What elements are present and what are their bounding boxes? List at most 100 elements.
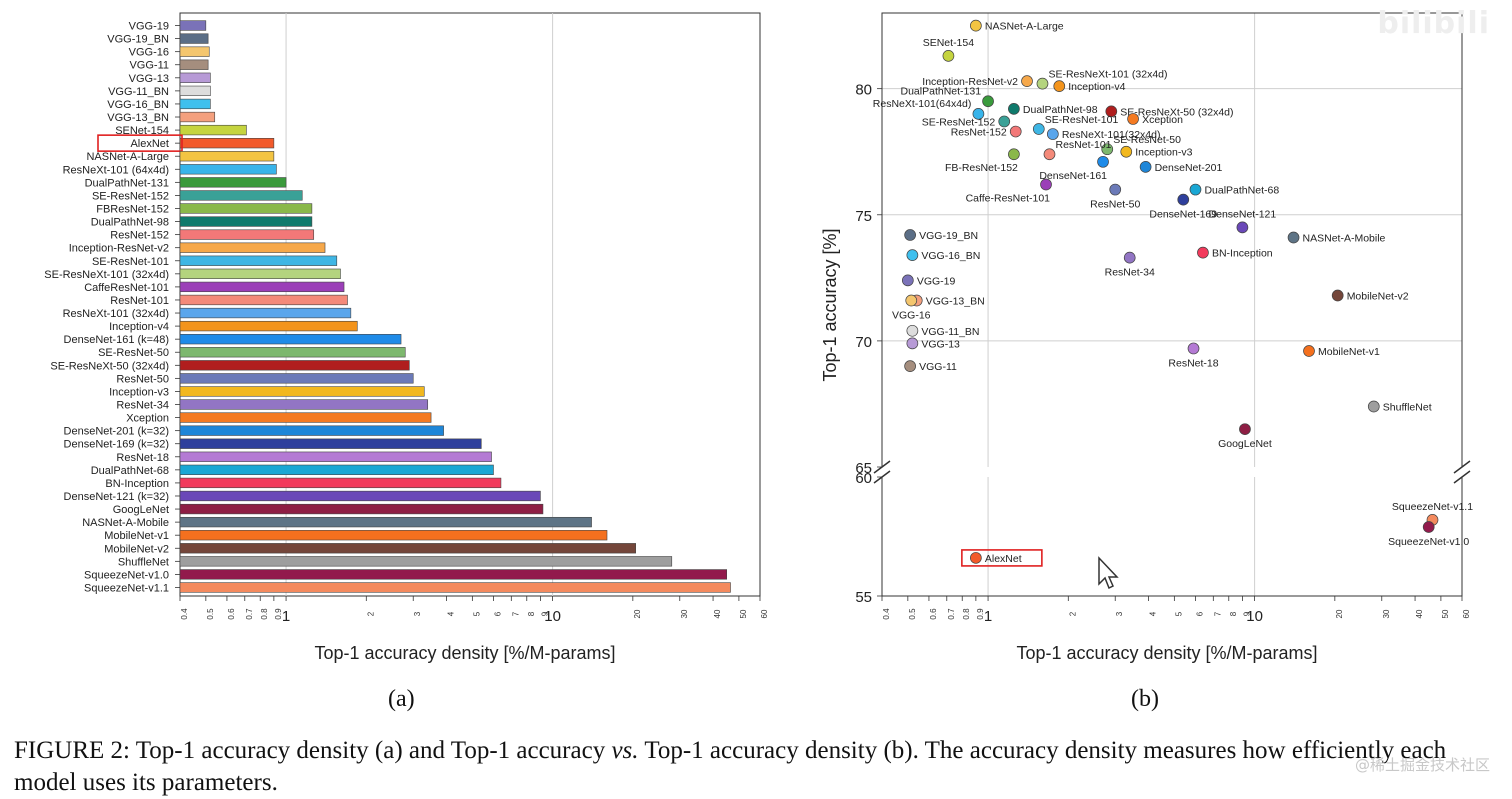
bar-nasnet-a-large bbox=[179, 151, 275, 162]
bar-dualpathnet-68 bbox=[179, 464, 494, 475]
point-se-resnet-152 bbox=[998, 115, 1011, 128]
bar-label-resnet-34: ResNet-34 bbox=[116, 400, 169, 412]
bar-nasnet-a-mobile bbox=[179, 516, 592, 528]
point-xception bbox=[1127, 113, 1139, 125]
chart-a-xtick-label: 30 bbox=[680, 609, 689, 618]
bar-shufflenet bbox=[179, 556, 673, 567]
bar-senet-154 bbox=[179, 124, 247, 136]
bar-label-vgg-11: VGG-11 bbox=[129, 60, 169, 72]
bar-label-densenet-201-k-32: DenseNet-201 (k=32) bbox=[64, 426, 169, 438]
highlight-box-b bbox=[961, 549, 1043, 567]
bar-vgg-13-bn bbox=[179, 111, 216, 123]
chart-b-lower-frame bbox=[881, 477, 1463, 597]
point-label-dualpathnet-68: DualPathNet-68 bbox=[1204, 185, 1279, 197]
bar-label-resnet-152: ResNet-152 bbox=[110, 230, 169, 242]
bar-cafferesnet-101 bbox=[179, 281, 345, 293]
chart-b-xtick-label: 9 bbox=[1242, 611, 1251, 616]
chart-b-xtick-label: 20 bbox=[1335, 609, 1344, 618]
bar-label-vgg-19-bn: VGG-19_BN bbox=[107, 34, 169, 46]
point-label-se-resnet-152: SE-ResNet-152 bbox=[922, 116, 996, 128]
bar-label-inception-resnet-v2: Inception-ResNet-v2 bbox=[69, 243, 169, 255]
chart-b-xtick-label: 10 bbox=[1246, 608, 1263, 625]
point-googlenet bbox=[1239, 423, 1251, 436]
point-label-fb-resnet-152: FB-ResNet-152 bbox=[945, 162, 1018, 174]
point-label-resnext-101-64x4d: ResNeXt-101(64x4d) bbox=[873, 98, 972, 110]
chart-a-xtick-label: 9 bbox=[540, 611, 549, 616]
point-label-xception: Xception bbox=[1142, 114, 1183, 126]
chart-b-xtick-label: 0.8 bbox=[962, 608, 971, 620]
bar-label-mobilenet-v1: MobileNet-v1 bbox=[104, 530, 169, 542]
point-label-resnet-18: ResNet-18 bbox=[1168, 357, 1218, 369]
point-resnext-101-64x4d bbox=[972, 108, 985, 120]
chart-a-xtick-label: 4 bbox=[447, 611, 456, 616]
bar-densenet-161-k-48 bbox=[179, 334, 402, 345]
bar-label-vgg-16: VGG-16 bbox=[129, 47, 169, 59]
bar-label-inception-v3: Inception-v3 bbox=[109, 386, 169, 398]
point-label-vgg-19: VGG-19 bbox=[917, 275, 956, 287]
point-label-densenet-201: DenseNet-201 bbox=[1155, 162, 1223, 174]
point-inception-resnet-v2 bbox=[1021, 75, 1033, 87]
bar-dualpathnet-131 bbox=[179, 177, 287, 188]
figure-caption: FIGURE 2: Top-1 accuracy density (a) and… bbox=[14, 735, 1509, 799]
bar-vgg-11 bbox=[179, 59, 209, 70]
bar-inception-v4 bbox=[179, 320, 358, 332]
point-label-inception-v4: Inception-v4 bbox=[1068, 81, 1125, 93]
bar-squeezenet-v1-1 bbox=[179, 582, 731, 593]
chart-a-xtick-label: 0.6 bbox=[227, 608, 236, 620]
bar-vgg-19 bbox=[179, 20, 207, 31]
bar-mobilenet-v1 bbox=[179, 530, 608, 541]
point-label-mobilenet-v2: MobileNet-v2 bbox=[1347, 290, 1409, 302]
point-label-vgg-11: VGG-11 bbox=[919, 361, 957, 373]
bar-label-vgg-11-bn: VGG-11_BN bbox=[108, 86, 169, 98]
chart-b-xtick-label: 0.6 bbox=[929, 608, 938, 620]
chart-a-xtick-label: 2 bbox=[366, 611, 375, 616]
chart-b-xtick-label: 7 bbox=[1213, 611, 1222, 616]
point-label-vgg-11-bn: VGG-11_BN bbox=[921, 326, 979, 338]
chart-a-xtick-label: 5 bbox=[472, 611, 481, 616]
bar-label-dualpathnet-68: DualPathNet-68 bbox=[91, 465, 169, 477]
point-label-densenet-169: DenseNet-169 bbox=[1149, 209, 1217, 221]
bar-label-dualpathnet-98: DualPathNet-98 bbox=[91, 217, 169, 229]
bar-vgg-16 bbox=[179, 46, 210, 57]
point-se-resnet-50 bbox=[1101, 143, 1114, 156]
bar-label-senet-154: SENet-154 bbox=[115, 125, 169, 137]
chart-a-xtick-label: 7 bbox=[511, 611, 520, 616]
chart-b-xtick-label: 0.5 bbox=[908, 608, 917, 620]
point-inception-v4 bbox=[1053, 80, 1066, 92]
bar-squeezenet-v1-0 bbox=[179, 569, 727, 580]
bar-label-fbresnet-152: FBResNet-152 bbox=[96, 203, 169, 215]
bar-resnext-101-64x4d bbox=[179, 164, 277, 175]
point-label-vgg-13-bn: VGG-13_BN bbox=[926, 296, 985, 308]
chart-b-xtick-label: 2 bbox=[1068, 611, 1077, 616]
point-nasnet-a-mobile bbox=[1287, 231, 1300, 244]
point-mobilenet-v1 bbox=[1303, 345, 1315, 357]
chart-b-ytick-label: 80 bbox=[855, 82, 872, 99]
bar-resnet-34 bbox=[179, 399, 429, 410]
chart-a-xtick-label: 0.5 bbox=[206, 608, 215, 620]
bar-dualpathnet-98 bbox=[179, 216, 313, 227]
bar-inception-v3 bbox=[179, 386, 425, 397]
chart-b-ytick-label: 55 bbox=[855, 589, 872, 606]
bar-densenet-201-k-32 bbox=[179, 425, 444, 436]
bar-label-densenet-121-k-32: DenseNet-121 (k=32) bbox=[64, 491, 169, 503]
chart-b-xtick-label: 40 bbox=[1415, 609, 1424, 618]
bar-label-densenet-169-k-32: DenseNet-169 (k=32) bbox=[64, 439, 169, 451]
chart-a-xtick-label: 40 bbox=[713, 609, 722, 618]
point-label-squeezenet-v1-0: SqueezeNet-v1.0 bbox=[1388, 536, 1469, 548]
point-inception-v3 bbox=[1120, 145, 1133, 158]
point-squeezenet-v1-0 bbox=[1422, 521, 1435, 533]
point-label-inception-v3: Inception-v3 bbox=[1135, 147, 1192, 159]
bar-label-squeezenet-v1-1: SqueezeNet-v1.1 bbox=[84, 582, 169, 594]
bar-label-bn-inception: BN-Inception bbox=[105, 478, 169, 490]
chart-b-upper-frame bbox=[881, 12, 1463, 467]
bar-label-dualpathnet-131: DualPathNet-131 bbox=[85, 177, 169, 189]
point-label-googlenet: GoogLeNet bbox=[1218, 438, 1272, 450]
chart-b-xtick-label: 5 bbox=[1174, 611, 1183, 616]
point-label-nasnet-a-mobile: NASNet-A-Mobile bbox=[1303, 232, 1386, 244]
point-resnet-50 bbox=[1109, 183, 1122, 196]
chart-b-xtick-label: 1 bbox=[984, 608, 992, 625]
point-resnet-18 bbox=[1187, 342, 1200, 355]
point-shufflenet bbox=[1367, 400, 1380, 413]
bar-label-vgg-19: VGG-19 bbox=[129, 21, 169, 33]
chart-a-xtick-label: 0.7 bbox=[245, 608, 254, 620]
